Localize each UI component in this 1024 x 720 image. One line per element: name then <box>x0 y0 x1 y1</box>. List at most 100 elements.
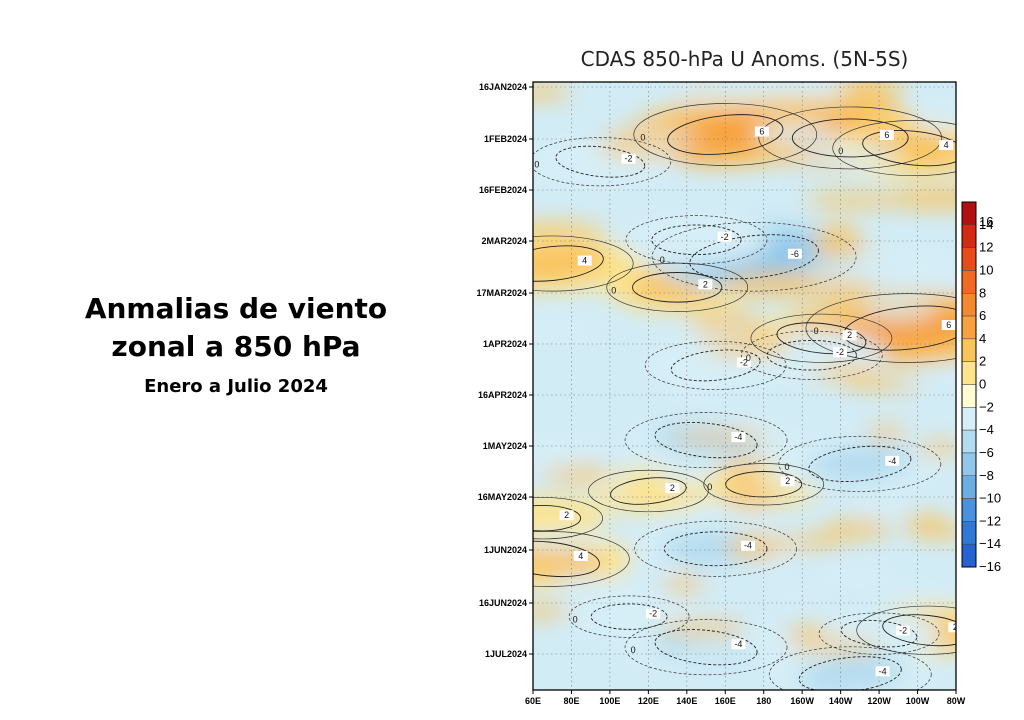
colorbar-tick-label: −10 <box>979 491 1001 506</box>
contour-label: 2 <box>785 476 790 486</box>
anomaly-streak <box>815 565 898 588</box>
contour-label: 4 <box>578 551 583 561</box>
colorbar-segment <box>961 293 977 317</box>
contour-line <box>533 505 582 532</box>
contour-line <box>644 340 787 390</box>
x-tick-label: 80W <box>947 696 966 706</box>
contour-label: 2 <box>564 510 569 520</box>
colorbar-segment <box>961 521 977 545</box>
contour-line <box>758 106 943 170</box>
x-tick-label: 100W <box>906 696 930 706</box>
anomaly-streak <box>775 535 846 549</box>
anomaly-streak <box>659 621 748 636</box>
anomaly-streak <box>610 600 651 615</box>
contour-label-bg <box>875 666 890 677</box>
colorbar-tick-label: −16 <box>979 559 1001 574</box>
anomaly-feature <box>806 445 914 483</box>
contour-label: 0 <box>784 462 789 472</box>
contour-label: -2 <box>836 347 844 357</box>
contour-label-bg <box>941 320 956 331</box>
x-tick-label: 120E <box>638 696 659 706</box>
contour-label: 0 <box>640 133 645 143</box>
contour-line <box>778 435 942 492</box>
contour-label: 6 <box>759 127 764 137</box>
contour-line <box>808 445 912 482</box>
contour-label: -2 <box>624 154 632 164</box>
contour-line <box>776 322 867 355</box>
contour-line <box>651 224 742 256</box>
slide-title: Anmalias de viento zonal a 850 hPa <box>56 290 416 366</box>
contour-line <box>633 103 818 166</box>
contour-line <box>791 118 909 158</box>
anomaly-streak <box>810 365 885 380</box>
anomaly-streak <box>636 132 698 144</box>
anomaly-streak <box>553 573 606 593</box>
contour-label-bg <box>754 126 769 137</box>
x-tick-label: 140E <box>676 696 697 706</box>
plot-frame <box>532 81 957 691</box>
contour-line <box>632 272 723 303</box>
anomaly-streak <box>865 426 908 441</box>
x-tick-label: 180 <box>756 696 771 706</box>
anomaly-streak <box>886 587 952 602</box>
x-tick-label: 80E <box>563 696 579 706</box>
contour-lines: 60 6404202602402202-60-2-20-2-20-4-40-4-4… <box>533 103 956 690</box>
contour-label-bg <box>879 129 894 140</box>
anomaly-streak <box>827 96 899 115</box>
anomaly-streak <box>721 460 769 482</box>
contour-label-bg <box>842 330 857 341</box>
contour-label-bg <box>885 455 900 466</box>
anomaly-streak <box>676 82 788 104</box>
contour-line <box>750 313 893 363</box>
contour-line <box>606 262 749 312</box>
y-tick-label: 1JUN2024 <box>484 545 527 555</box>
anomaly-streak <box>822 520 893 539</box>
contour-line <box>798 656 902 690</box>
contour-label-bg <box>741 540 756 551</box>
colorbar-tick-label: −2 <box>979 399 994 414</box>
y-tick-label: 16APR2024 <box>478 390 527 400</box>
x-tick-label: 160E <box>715 696 736 706</box>
contour-label-bg <box>731 432 746 443</box>
colorbar-segment <box>961 201 977 226</box>
anomaly-streak <box>533 221 608 236</box>
x-tick-label: 120W <box>867 696 891 706</box>
contour-label: 0 <box>746 353 751 363</box>
colorbar-tick-label: 8 <box>979 285 986 300</box>
colorbar-segment <box>961 338 977 362</box>
contour-label-bg <box>621 153 636 164</box>
contour-line <box>533 245 604 282</box>
contour-label-bg <box>698 279 713 290</box>
colorbar-tick-label: 2 <box>979 354 986 369</box>
anomaly-streak <box>761 435 815 460</box>
anomaly-feature <box>664 113 786 156</box>
contour-label-bg <box>896 625 911 636</box>
contour-label-bg <box>731 639 746 650</box>
contour-label: -4 <box>879 666 887 676</box>
contour-label: 2 <box>670 483 675 493</box>
anomaly-streak <box>891 267 956 285</box>
anomaly-streak <box>675 639 777 659</box>
contour-label: -4 <box>734 432 742 442</box>
contour-line <box>533 540 600 578</box>
anomaly-streak <box>723 273 827 297</box>
y-tick-label: 2MAR2024 <box>481 236 527 246</box>
contour-line <box>625 215 768 265</box>
anomaly-streak <box>533 84 571 100</box>
anomaly-streak <box>670 431 772 443</box>
colorbar-tick-label: 12 <box>979 240 993 255</box>
anomaly-streak <box>807 262 889 277</box>
contour-label-bg <box>948 622 956 633</box>
anomaly-streak <box>533 604 572 619</box>
contour-label-bg <box>787 248 802 259</box>
contour-line <box>533 531 630 587</box>
anomaly-streak <box>671 329 760 342</box>
contour-line <box>533 137 672 187</box>
anomaly-streak <box>750 125 828 137</box>
contour-line <box>568 595 690 638</box>
contour-label-bg <box>939 140 954 151</box>
anomaly-streak <box>582 480 634 493</box>
contour-line <box>663 531 768 567</box>
colorbar-segment <box>961 498 977 522</box>
contour-line <box>624 619 788 676</box>
